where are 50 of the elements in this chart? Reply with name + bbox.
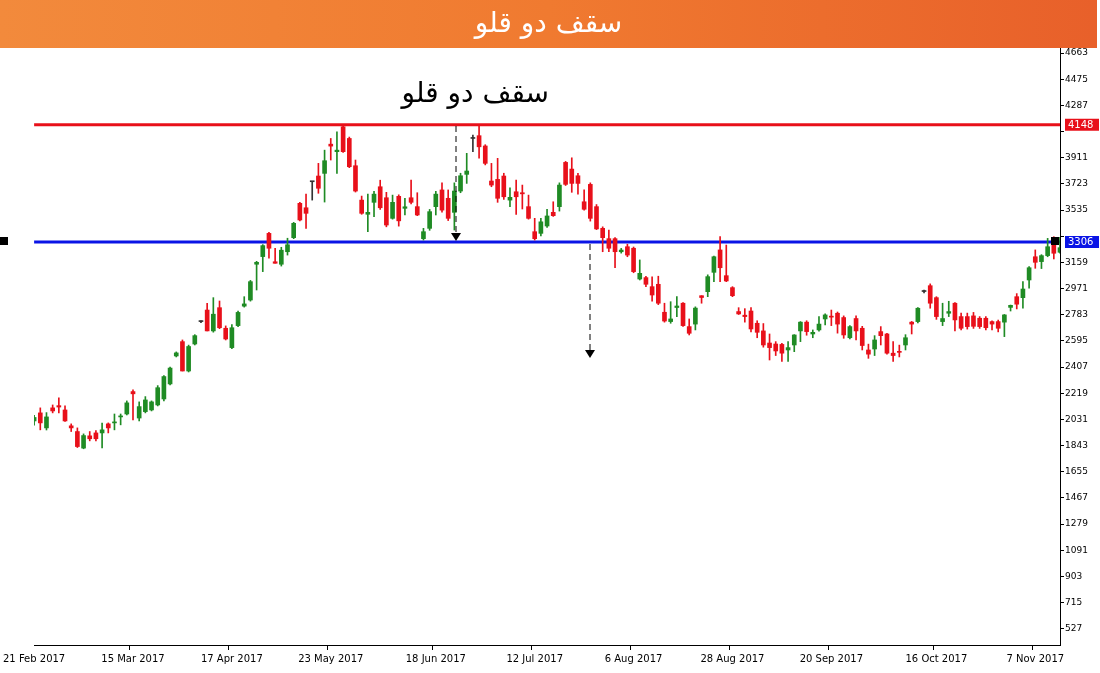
candlestick: [272, 247, 278, 264]
y-tick-label: 1843: [1065, 439, 1088, 450]
y-tick-label: 3911: [1065, 152, 1088, 163]
x-tick-label: 7 Nov 2017: [1006, 652, 1065, 664]
ref-line-label: 4148: [1068, 118, 1094, 130]
y-tick-label: 2031: [1065, 413, 1088, 424]
y-tick-label: 3159: [1065, 256, 1089, 267]
candlestick: [402, 197, 408, 216]
ref-line-label: 3306: [1068, 236, 1094, 248]
y-tick-label: 2971: [1065, 282, 1088, 293]
x-tick-label: 20 Sep 2017: [799, 652, 864, 664]
y-tick-label: 2595: [1065, 335, 1088, 346]
y-tick-label: 715: [1065, 596, 1083, 607]
candlestick: [723, 244, 729, 282]
x-tick-label: 12 Jul 2017: [506, 652, 563, 664]
y-tick-label: 3535: [1065, 204, 1088, 215]
x-tick-label: 6 Aug 2017: [604, 652, 663, 664]
x-tick-label: 15 Mar 2017: [101, 652, 165, 664]
candlestick: [464, 153, 470, 184]
candlestick: [550, 201, 556, 217]
candlestick: [742, 308, 748, 323]
y-tick-label: 903: [1065, 570, 1083, 581]
y-tick-label: 1467: [1065, 492, 1088, 503]
y-tick-label: 527: [1065, 623, 1083, 634]
x-tick-label: 28 Aug 2017: [700, 652, 765, 664]
candlestick: [130, 389, 136, 421]
y-tick-label: 4663: [1065, 47, 1088, 58]
candlestick: [365, 193, 371, 233]
x-tick-label: 17 Apr 2017: [200, 652, 263, 664]
candlestick: [946, 300, 952, 317]
y-tick-label: 4287: [1065, 99, 1088, 110]
y-tick-label: 2219: [1065, 387, 1089, 398]
y-tick-label: 1279: [1065, 518, 1089, 529]
annotation: سقف دو قلو: [399, 76, 550, 110]
y-tick-label: 1655: [1065, 466, 1088, 477]
candlestick: [470, 134, 476, 153]
candlestick: [513, 179, 519, 215]
x-tick-label: 21 Feb 2017: [2, 652, 66, 664]
y-tick-label: 1091: [1065, 544, 1088, 555]
x-tick-label: 16 Oct 2017: [905, 652, 968, 664]
y-tick-label: 2783: [1065, 309, 1088, 320]
x-tick-label: 18 Jun 2017: [405, 652, 466, 664]
candlestick: [303, 193, 309, 229]
y-tick-label: 4475: [1065, 73, 1088, 84]
x-tick-label: 23 May 2017: [298, 652, 364, 664]
y-tick-label: 2407: [1065, 361, 1088, 372]
candlestick: [309, 180, 315, 201]
chart-title: سقف دو قلو: [0, 0, 1097, 48]
candlestick: [896, 344, 902, 358]
y-tick-label: 3723: [1065, 178, 1088, 189]
